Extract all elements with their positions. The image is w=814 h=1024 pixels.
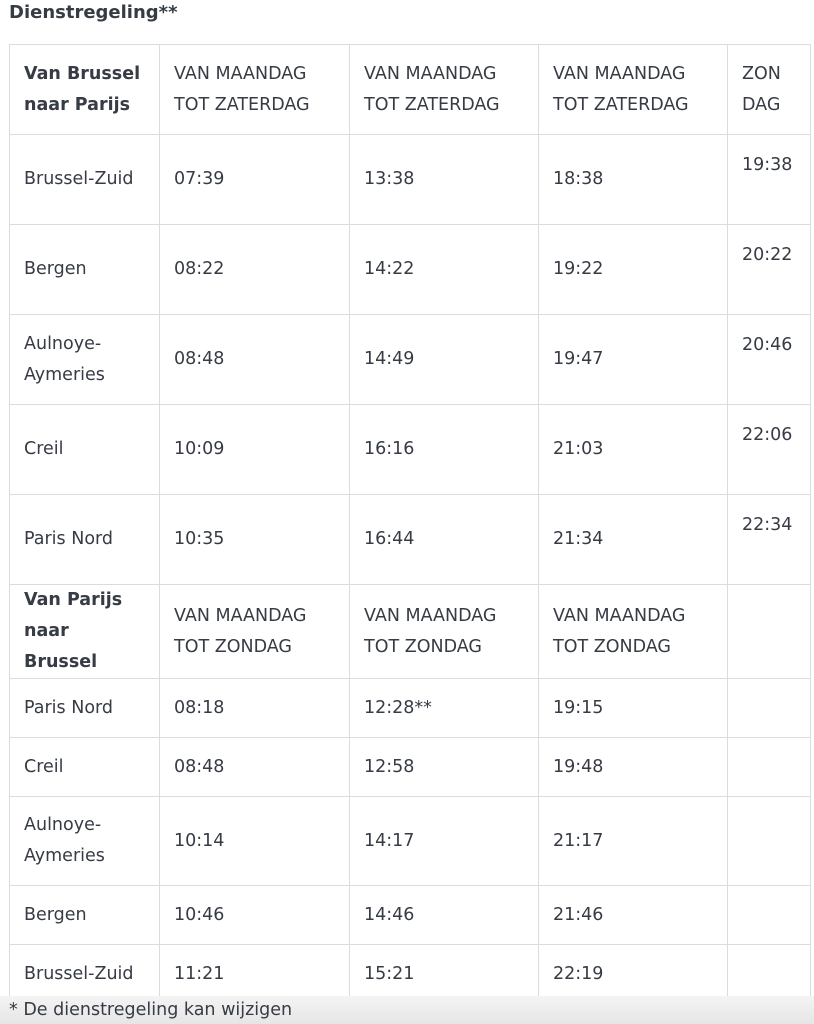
days-header: VAN MAANDAG TOT ZONDAG (159, 584, 350, 679)
time-cell (727, 944, 811, 1004)
station-cell: Bergen (9, 224, 160, 315)
time-cell (727, 737, 811, 797)
time-cell: 21:17 (538, 796, 728, 886)
time-cell: 20:46 (727, 314, 811, 405)
station-cell: Creil (9, 737, 160, 797)
table-row: Brussel-Zuid 11:21 15:21 22:19 (9, 944, 811, 1004)
station-cell: Paris Nord (9, 678, 160, 738)
time-cell: 10:09 (159, 404, 350, 495)
station-cell: Bergen (9, 885, 160, 945)
station-cell: Aulnoye-Aymeries (9, 314, 160, 405)
time-cell: 22:34 (727, 494, 811, 585)
time-cell: 10:35 (159, 494, 350, 585)
time-cell: 08:22 (159, 224, 350, 315)
direction-header: Van Brussel naar Parijs (9, 44, 160, 135)
time-cell: 19:38 (727, 134, 811, 225)
time-cell: 14:49 (349, 314, 539, 405)
footer-bar (0, 996, 814, 1024)
time-cell (727, 796, 811, 886)
time-cell (727, 885, 811, 945)
time-cell: 16:44 (349, 494, 539, 585)
time-cell: 19:22 (538, 224, 728, 315)
time-cell: 21:34 (538, 494, 728, 585)
station-cell: Brussel-Zuid (9, 944, 160, 1004)
time-cell: 08:18 (159, 678, 350, 738)
days-header: VAN MAANDAG TOT ZONDAG (349, 584, 539, 679)
station-cell: Brussel-Zuid (9, 134, 160, 225)
time-cell: 19:15 (538, 678, 728, 738)
time-cell: 19:48 (538, 737, 728, 797)
time-cell: 13:38 (349, 134, 539, 225)
time-cell: 21:46 (538, 885, 728, 945)
time-cell: 08:48 (159, 737, 350, 797)
time-cell (727, 678, 811, 738)
time-cell: 14:22 (349, 224, 539, 315)
table-row: Bergen 10:46 14:46 21:46 (9, 885, 811, 945)
time-cell: 08:48 (159, 314, 350, 405)
time-cell: 22:06 (727, 404, 811, 495)
time-cell: 19:47 (538, 314, 728, 405)
time-cell: 15:21 (349, 944, 539, 1004)
header-row: Van Brussel naar Parijs VAN MAANDAG TOT Z… (9, 44, 811, 135)
direction-header: Van Parijs naar Brussel (9, 584, 160, 679)
time-cell: 10:46 (159, 885, 350, 945)
days-header (727, 584, 811, 679)
station-cell: Aulnoye-Aymeries (9, 796, 160, 886)
time-cell: 12:58 (349, 737, 539, 797)
time-cell: 14:46 (349, 885, 539, 945)
table-row: Bergen 08:22 14:22 19:22 20:22 (9, 224, 811, 315)
time-cell: 14:17 (349, 796, 539, 886)
time-cell: 07:39 (159, 134, 350, 225)
table-row: Aulnoye-Aymeries 10:14 14:17 21:17 (9, 796, 811, 886)
table-row: Paris Nord 08:18 12:28** 19:15 (9, 678, 811, 738)
page-title: Dienstregeling** (9, 2, 178, 23)
table-row: Brussel-Zuid 07:39 13:38 18:38 19:38 (9, 134, 811, 225)
time-cell: 11:21 (159, 944, 350, 1004)
time-cell: 21:03 (538, 404, 728, 495)
footnote: * De dienstregeling kan wijzigen (9, 1000, 293, 1020)
days-header: ZON DAG (727, 44, 811, 135)
days-header: VAN MAANDAG TOT ZATERDAG (159, 44, 350, 135)
time-cell: 10:14 (159, 796, 350, 886)
time-cell: 16:16 (349, 404, 539, 495)
time-cell: 22:19 (538, 944, 728, 1004)
header-row: Van Parijs naar Brussel VAN MAANDAG TOT Z… (9, 584, 811, 679)
timetable: Van Brussel naar Parijs VAN MAANDAG TOT Z… (9, 44, 811, 1004)
time-cell: 12:28** (349, 678, 539, 738)
days-header: VAN MAANDAG TOT ZATERDAG (349, 44, 539, 135)
table-row: Paris Nord 10:35 16:44 21:34 22:34 (9, 494, 811, 585)
table-row: Aulnoye-Aymeries 08:48 14:49 19:47 20:46 (9, 314, 811, 405)
station-cell: Paris Nord (9, 494, 160, 585)
days-header: VAN MAANDAG TOT ZATERDAG (538, 44, 728, 135)
time-cell: 20:22 (727, 224, 811, 315)
table-row: Creil 08:48 12:58 19:48 (9, 737, 811, 797)
days-header: VAN MAANDAG TOT ZONDAG (538, 584, 728, 679)
time-cell: 18:38 (538, 134, 728, 225)
station-cell: Creil (9, 404, 160, 495)
table-row: Creil 10:09 16:16 21:03 22:06 (9, 404, 811, 495)
